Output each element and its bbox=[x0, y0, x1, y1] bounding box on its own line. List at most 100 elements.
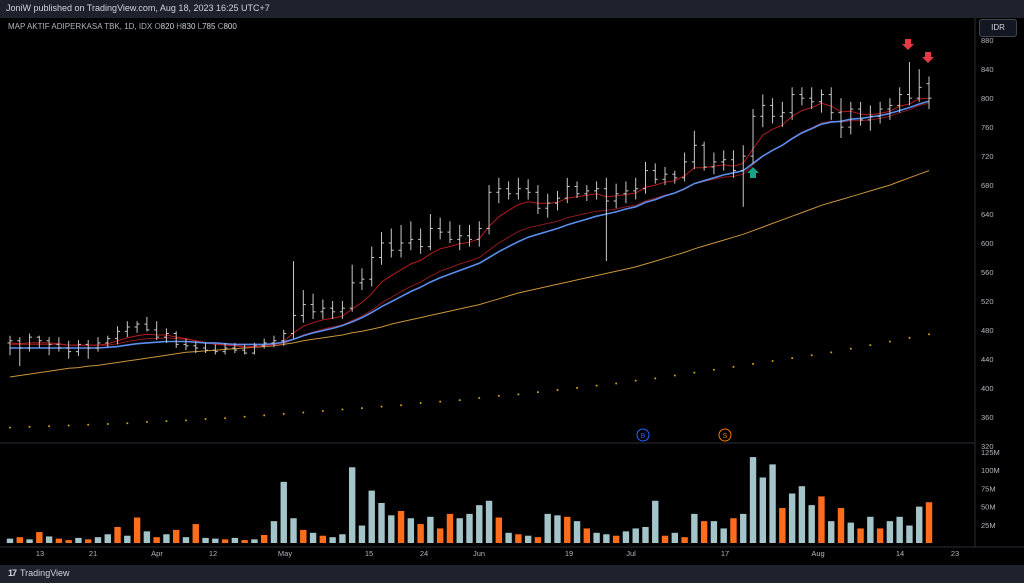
volume-bar bbox=[671, 532, 679, 543]
volume-bar bbox=[847, 522, 854, 543]
ma-dot bbox=[830, 351, 833, 354]
volume-bar bbox=[603, 534, 610, 543]
ma-dot bbox=[791, 357, 794, 360]
ma-orange-line bbox=[9, 170, 930, 378]
buy-marker-label: B bbox=[641, 433, 646, 440]
y-tick-label: 520 bbox=[981, 297, 994, 306]
volume-bar bbox=[622, 531, 630, 543]
ma-dot bbox=[595, 384, 598, 387]
y-tick-label: 600 bbox=[981, 239, 994, 248]
x-tick-label: Apr bbox=[151, 549, 163, 558]
volume-bar bbox=[300, 529, 307, 543]
ma-dot bbox=[478, 396, 481, 399]
y-tick-label: 760 bbox=[981, 123, 994, 132]
volume-bar bbox=[202, 537, 209, 543]
footer-bar bbox=[0, 565, 1024, 583]
volume-bar bbox=[407, 518, 415, 543]
volume-bar bbox=[857, 528, 864, 543]
ema-fast-line bbox=[9, 97, 930, 348]
sell-arrow-icon bbox=[902, 39, 914, 50]
volume-bar bbox=[124, 535, 131, 543]
ma-dot bbox=[28, 425, 31, 428]
ma-dot bbox=[536, 391, 539, 394]
low-value: 785 bbox=[202, 22, 216, 31]
volume-bar bbox=[417, 524, 424, 543]
volume-bar bbox=[466, 513, 473, 543]
volume-bar bbox=[212, 538, 219, 543]
volume-bar bbox=[495, 517, 503, 543]
volume-bar bbox=[876, 528, 884, 543]
volume-bar bbox=[632, 528, 639, 543]
ma-dot bbox=[928, 333, 930, 336]
volume-bar bbox=[808, 505, 815, 543]
volume-bar bbox=[612, 535, 620, 543]
ma-dot bbox=[497, 394, 500, 397]
volume-bar bbox=[260, 534, 268, 543]
volume-bar bbox=[710, 521, 718, 543]
buy-marker-icon bbox=[636, 428, 650, 442]
high-label: H bbox=[176, 22, 183, 31]
ma-dot bbox=[87, 423, 90, 426]
chart-frame[interactable] bbox=[0, 18, 1024, 565]
volume-bar bbox=[867, 516, 874, 543]
volume-tick-label: 75M bbox=[981, 484, 996, 493]
close-value: 800 bbox=[223, 22, 237, 31]
volume-tick-label: 100M bbox=[981, 466, 1000, 475]
ma-dot bbox=[380, 405, 383, 408]
y-tick-label: 440 bbox=[981, 355, 994, 364]
ma-dot bbox=[615, 382, 618, 385]
volume-bar bbox=[759, 477, 766, 543]
ma-dot bbox=[106, 423, 109, 426]
buy-arrow-icon bbox=[747, 167, 759, 178]
x-tick-label: Jul bbox=[626, 549, 636, 558]
symbol-name: MAP AKTIF ADIPERKASA TBK, 1D, IDX bbox=[8, 22, 153, 31]
x-tick-label: Jun bbox=[473, 549, 485, 558]
volume-bar bbox=[769, 464, 776, 543]
ma-dot bbox=[145, 420, 148, 423]
x-tick-label: 21 bbox=[89, 549, 97, 558]
volume-bar bbox=[319, 535, 327, 543]
volume-bar bbox=[583, 528, 591, 543]
ma-dot bbox=[712, 368, 715, 371]
ma-dot bbox=[184, 419, 187, 422]
volume-bar bbox=[368, 490, 375, 543]
volume-bar bbox=[339, 534, 346, 543]
y-tick-label: 560 bbox=[981, 268, 994, 277]
ma-dot bbox=[634, 379, 637, 382]
open-label: O bbox=[154, 22, 161, 31]
volume-bar bbox=[329, 537, 336, 543]
volume-bar bbox=[309, 532, 317, 543]
publish-info: JoniW published on TradingView.com, Aug … bbox=[6, 3, 270, 13]
x-tick-label: 24 bbox=[420, 549, 428, 558]
volume-bar bbox=[388, 515, 395, 543]
volume-bar bbox=[65, 540, 72, 543]
volume-bar bbox=[524, 535, 532, 543]
tradingview-logo[interactable]: 17 TradingView bbox=[8, 568, 70, 578]
ma-dot bbox=[360, 407, 363, 410]
currency-button[interactable]: IDR bbox=[979, 19, 1017, 37]
ma-dot bbox=[204, 417, 207, 420]
volume-bar bbox=[906, 525, 913, 543]
volume-bar bbox=[397, 510, 405, 543]
x-tick-label: 19 bbox=[565, 549, 573, 558]
ma-dot bbox=[771, 360, 774, 363]
volume-bar bbox=[896, 516, 903, 543]
tradingview-logo-icon: 17 bbox=[8, 568, 17, 578]
ma-dot bbox=[341, 408, 344, 411]
volume-bar bbox=[564, 516, 571, 543]
ma-dot bbox=[752, 362, 755, 365]
volume-bar bbox=[192, 524, 199, 543]
volume-bar bbox=[427, 516, 434, 543]
y-tick-label: 840 bbox=[981, 65, 994, 74]
volume-bar bbox=[446, 513, 454, 543]
volume-bar bbox=[837, 508, 845, 543]
ma-dot bbox=[888, 340, 891, 343]
volume-bar bbox=[652, 500, 659, 543]
volume-bar bbox=[661, 535, 669, 543]
ma-dot bbox=[732, 365, 735, 368]
volume-bar bbox=[642, 526, 649, 543]
volume-bar bbox=[45, 536, 53, 543]
volume-bar bbox=[358, 525, 366, 543]
